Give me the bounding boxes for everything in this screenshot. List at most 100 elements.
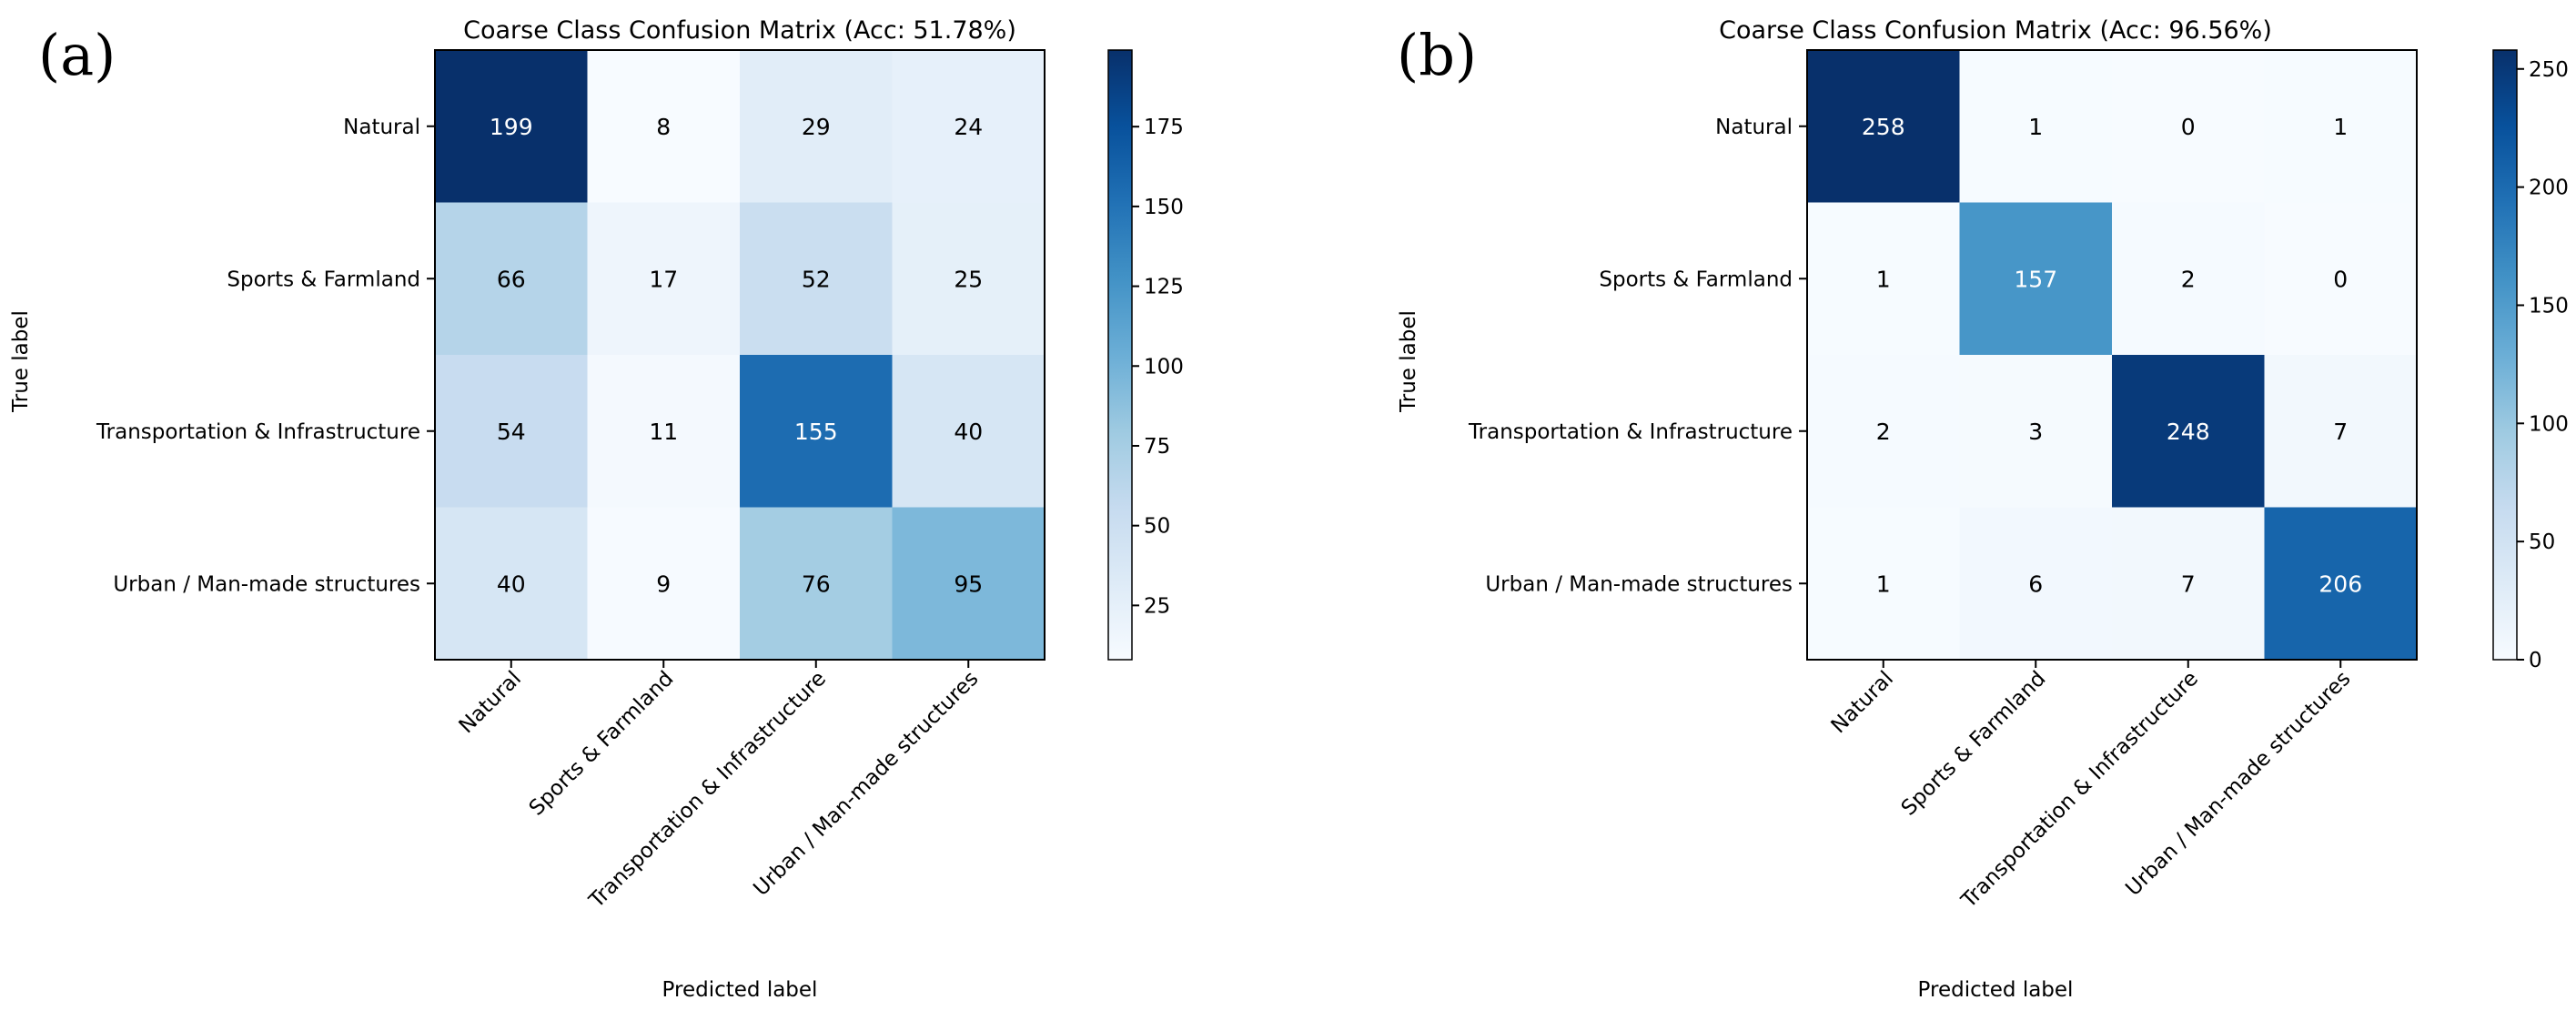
- cell-b-r1-c3: [2264, 202, 2418, 356]
- x-tick-label-a-0: Natural: [455, 667, 526, 738]
- cell-a-r0-c0: [435, 50, 588, 203]
- y-tick-label-a-2: Transportation & Infrastructure: [96, 420, 420, 444]
- cell-b-r2-c2: [2112, 355, 2265, 508]
- colorbar-tick-label-a-6: 175: [1144, 116, 1184, 139]
- heatmap-cells-b: 258 1 0 1 1 157 2 0 2 3 248 7 1 6 7 206: [1807, 50, 2418, 661]
- cell-a-r2-c1: [587, 355, 741, 508]
- cell-b-r3-c3: [2264, 507, 2418, 661]
- cell-a-r1-c2: [740, 202, 893, 356]
- colorbar-tick-label-a-2: 75: [1144, 435, 1170, 459]
- panel-b: (b) Coarse Class Confusion Matrix (Acc: …: [1397, 16, 2569, 1002]
- cell-b-r3-c2: [2112, 507, 2265, 661]
- cell-a-r2-c2: [740, 355, 893, 508]
- cell-value-a-r0-c3: 24: [954, 114, 983, 140]
- colorbar-tick-label-a-3: 100: [1144, 355, 1184, 379]
- colorbar-tick-label-a-1: 50: [1144, 515, 1170, 539]
- cell-b-r2-c0: [1807, 355, 1960, 508]
- cell-b-r0-c0: [1807, 50, 1960, 203]
- colorbar-tick-label-b-4: 200: [2529, 177, 2569, 200]
- cell-value-a-r2-c0: 54: [497, 419, 526, 445]
- colorbar-tick-label-a-0: 25: [1144, 594, 1170, 618]
- cell-value-b-r3-c3: 206: [2318, 571, 2362, 597]
- cell-value-a-r3-c0: 40: [497, 571, 526, 597]
- cell-b-r1-c1: [1959, 202, 2113, 356]
- cell-value-b-r1-c1: 157: [2014, 266, 2057, 292]
- chart-title-a: Coarse Class Confusion Matrix (Acc: 51.7…: [463, 16, 1016, 45]
- x-tick-label-a-2: Transportation & Infrastructure: [584, 667, 831, 914]
- x-axis-label-a: Predicted label: [662, 978, 818, 1002]
- cell-value-b-r2-c0: 2: [1876, 419, 1891, 445]
- cell-b-r3-c0: [1807, 507, 1960, 661]
- cell-a-r2-c0: [435, 355, 588, 508]
- x-axis-label-b: Predicted label: [1918, 978, 2074, 1002]
- cell-value-a-r3-c2: 76: [802, 571, 831, 597]
- cell-b-r1-c0: [1807, 202, 1960, 356]
- cell-a-r0-c1: [587, 50, 741, 203]
- colorbar-tick-label-b-0: 0: [2529, 649, 2542, 672]
- y-tick-label-b-1: Sports & Farmland: [1599, 268, 1793, 291]
- colorbar-a: 25 50 75 100 125 150 175: [1107, 49, 1184, 661]
- cell-value-a-r2-c2: 155: [794, 419, 838, 445]
- cell-b-r0-c3: [2264, 50, 2418, 203]
- cell-value-a-r0-c0: 199: [490, 114, 533, 140]
- panel-label-a: (a): [38, 22, 116, 88]
- y-tick-label-b-2: Transportation & Infrastructure: [1468, 420, 1793, 444]
- y-axis-label-a: True label: [9, 310, 33, 413]
- cell-value-b-r2-c1: 3: [2028, 419, 2043, 445]
- colorbar-gradient-a: [1107, 49, 1133, 661]
- cell-a-r3-c3: [892, 507, 1046, 661]
- heatmap-cells-a: 199 8 29 24 66 17 52 25 54 11 155 40 40 9 76 95: [435, 50, 1046, 661]
- cell-value-b-r3-c2: 7: [2181, 571, 2196, 597]
- y-ticks-a: Natural Sports & Farmland Transportation &…: [96, 116, 435, 596]
- cell-value-b-r0-c3: 1: [2333, 114, 2348, 140]
- cell-a-r1-c3: [892, 202, 1046, 356]
- chart-title-b: Coarse Class Confusion Matrix (Acc: 96.5…: [1719, 16, 2272, 45]
- colorbar-tick-label-b-5: 250: [2529, 58, 2569, 82]
- cell-a-r1-c0: [435, 202, 588, 356]
- cell-b-r3-c1: [1959, 507, 2113, 661]
- cell-value-a-r1-c3: 25: [954, 266, 983, 292]
- cell-value-a-r3-c1: 9: [656, 571, 671, 597]
- cell-a-r0-c2: [740, 50, 893, 203]
- colorbar-gradient-b: [2492, 49, 2518, 661]
- cell-b-r0-c2: [2112, 50, 2265, 203]
- plot-frame-b: [1806, 49, 2418, 661]
- colorbar-tick-label-a-5: 150: [1144, 196, 1184, 219]
- x-tick-label-b-1: Sports & Farmland: [1897, 667, 2051, 821]
- colorbar-tick-label-b-1: 50: [2529, 530, 2555, 554]
- y-tick-label-a-0: Natural: [343, 116, 420, 139]
- cell-value-b-r3-c0: 1: [1876, 571, 1891, 597]
- cell-value-a-r1-c2: 52: [802, 266, 831, 292]
- cell-value-b-r1-c2: 2: [2181, 266, 2196, 292]
- cell-a-r3-c1: [587, 507, 741, 661]
- cell-b-r0-c1: [1959, 50, 2113, 203]
- cell-b-r2-c3: [2264, 355, 2418, 508]
- x-tick-label-a-1: Sports & Farmland: [525, 667, 679, 821]
- colorbar-tick-label-b-2: 100: [2529, 412, 2569, 436]
- cell-value-b-r3-c1: 6: [2028, 571, 2043, 597]
- cell-value-a-r3-c3: 95: [954, 571, 983, 597]
- cell-value-b-r0-c1: 1: [2028, 114, 2043, 140]
- colorbar-tick-label-b-3: 150: [2529, 294, 2569, 318]
- cell-b-r2-c1: [1959, 355, 2113, 508]
- cell-value-a-r2-c1: 11: [649, 419, 678, 445]
- x-tick-label-b-2: Transportation & Infrastructure: [1956, 667, 2203, 914]
- y-ticks-b: Natural Sports & Farmland Transportation &…: [1468, 116, 1807, 596]
- cell-value-b-r2-c3: 7: [2333, 419, 2348, 445]
- colorbar-b: 0 50 100 150 200 250: [2492, 49, 2569, 672]
- panel-label-b: (b): [1397, 22, 1477, 88]
- y-tick-label-b-3: Urban / Man-made structures: [1485, 572, 1793, 596]
- cell-value-a-r1-c0: 66: [497, 266, 526, 292]
- y-tick-label-b-0: Natural: [1715, 116, 1793, 139]
- cell-value-b-r2-c2: 248: [2167, 419, 2210, 445]
- y-tick-label-a-1: Sports & Farmland: [227, 268, 420, 291]
- cell-a-r0-c3: [892, 50, 1046, 203]
- cell-a-r3-c2: [740, 507, 893, 661]
- cell-value-b-r1-c0: 1: [1876, 266, 1891, 292]
- plot-frame-a: [434, 49, 1046, 661]
- cell-value-b-r0-c0: 258: [1862, 114, 1905, 140]
- x-tick-label-b-0: Natural: [1827, 667, 1898, 738]
- cell-value-a-r1-c1: 17: [649, 266, 678, 292]
